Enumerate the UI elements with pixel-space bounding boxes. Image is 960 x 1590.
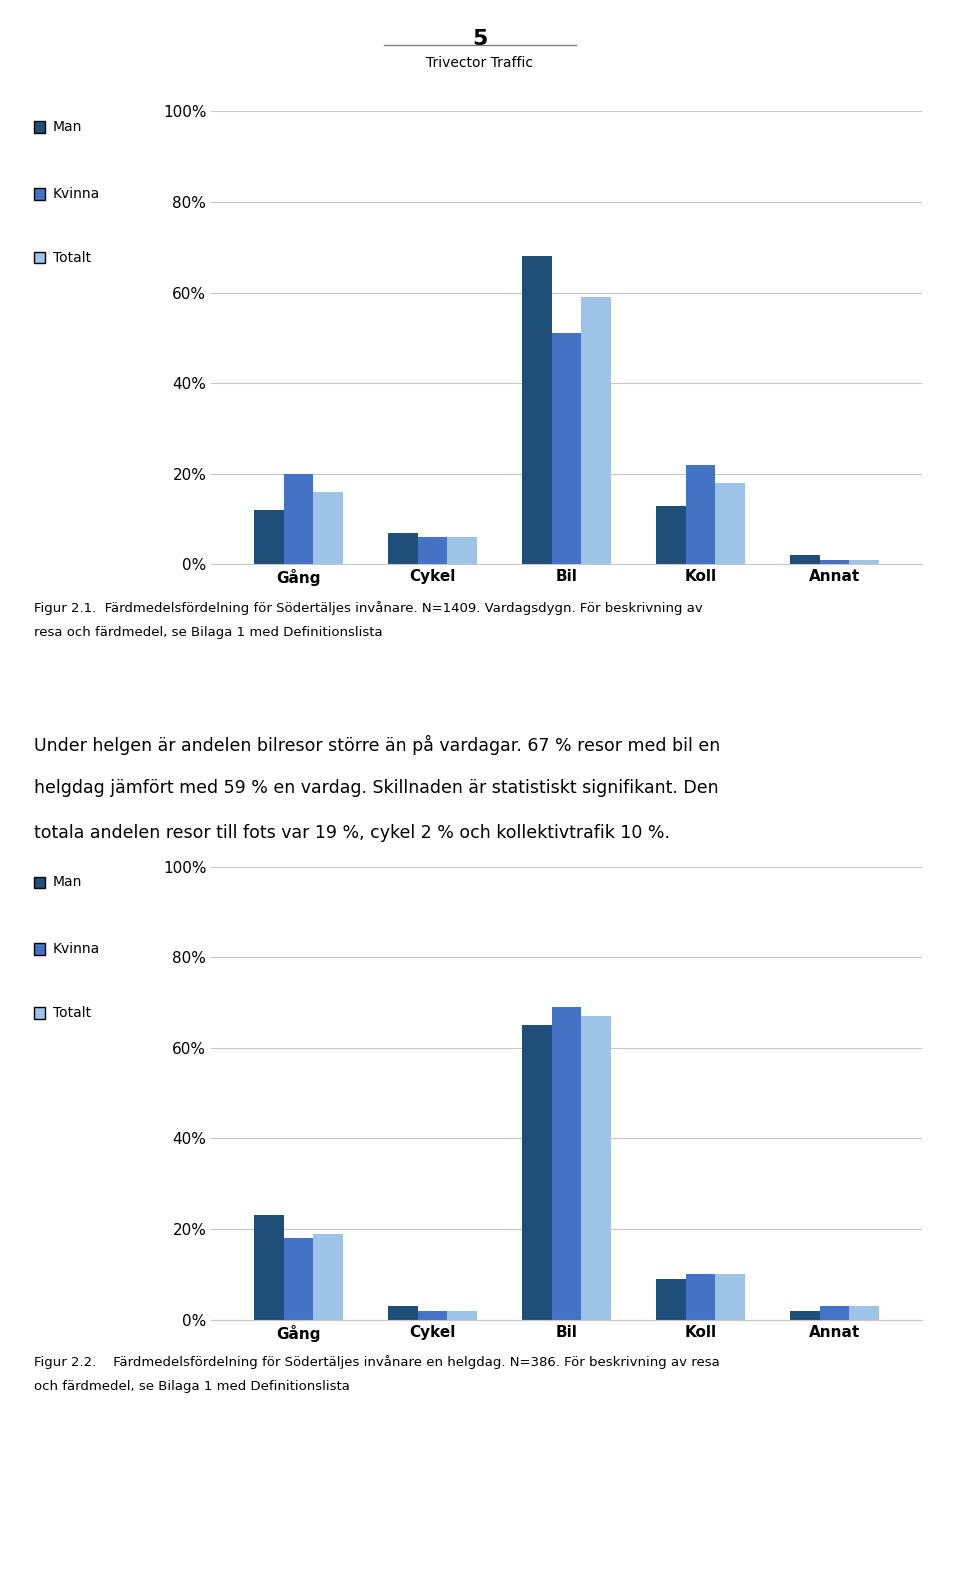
Text: Trivector Traffic: Trivector Traffic bbox=[426, 56, 534, 70]
Bar bbox=[254, 510, 283, 564]
Bar bbox=[388, 1305, 418, 1320]
Text: Man: Man bbox=[53, 876, 83, 889]
Bar bbox=[313, 1234, 343, 1320]
Bar bbox=[715, 483, 745, 564]
Text: Totalt: Totalt bbox=[53, 1006, 91, 1019]
Bar bbox=[447, 1310, 476, 1320]
Text: Kvinna: Kvinna bbox=[53, 943, 100, 956]
Bar bbox=[715, 1275, 745, 1320]
Bar bbox=[418, 537, 447, 564]
Bar bbox=[685, 464, 715, 564]
Bar bbox=[313, 491, 343, 564]
Bar bbox=[820, 1305, 850, 1320]
Text: Figur 2.1.  Färdmedelsfördelning för Södertäljes invånare. N=1409. Vardagsdygn. : Figur 2.1. Färdmedelsfördelning för Söde… bbox=[34, 601, 703, 615]
Text: Totalt: Totalt bbox=[53, 251, 91, 264]
Bar bbox=[657, 506, 685, 564]
Bar bbox=[388, 533, 418, 564]
Bar bbox=[552, 334, 581, 564]
Text: resa och färdmedel, se Bilaga 1 med Definitionslista: resa och färdmedel, se Bilaga 1 med Defi… bbox=[34, 626, 382, 639]
Text: Under helgen är andelen bilresor större än på vardagar. 67 % resor med bil en: Under helgen är andelen bilresor större … bbox=[34, 735, 720, 755]
Bar bbox=[522, 256, 552, 564]
Bar bbox=[283, 474, 313, 564]
Bar bbox=[657, 1278, 685, 1320]
Text: totala andelen resor till fots var 19 %, cykel 2 % och kollektivtrafik 10 %.: totala andelen resor till fots var 19 %,… bbox=[34, 824, 670, 841]
Bar bbox=[552, 1006, 581, 1320]
Bar bbox=[447, 537, 476, 564]
Bar bbox=[850, 1305, 878, 1320]
Text: Figur 2.2.    Färdmedelsfördelning för Södertäljes invånare en helgdag. N=386. F: Figur 2.2. Färdmedelsfördelning för Söde… bbox=[34, 1355, 719, 1369]
Text: 5: 5 bbox=[472, 29, 488, 49]
Bar bbox=[581, 1016, 611, 1320]
Text: Man: Man bbox=[53, 121, 83, 134]
Bar bbox=[820, 560, 850, 564]
Bar bbox=[850, 560, 878, 564]
Text: Kvinna: Kvinna bbox=[53, 188, 100, 200]
Bar bbox=[581, 297, 611, 564]
Bar bbox=[522, 1026, 552, 1320]
Bar bbox=[283, 1239, 313, 1320]
Bar bbox=[418, 1310, 447, 1320]
Text: och färdmedel, se Bilaga 1 med Definitionslista: och färdmedel, se Bilaga 1 med Definitio… bbox=[34, 1380, 349, 1393]
Bar bbox=[254, 1215, 283, 1320]
Text: helgdag jämfört med 59 % en vardag. Skillnaden är statistiskt signifikant. Den: helgdag jämfört med 59 % en vardag. Skil… bbox=[34, 779, 718, 797]
Bar bbox=[790, 1310, 820, 1320]
Bar bbox=[685, 1275, 715, 1320]
Bar bbox=[790, 555, 820, 564]
